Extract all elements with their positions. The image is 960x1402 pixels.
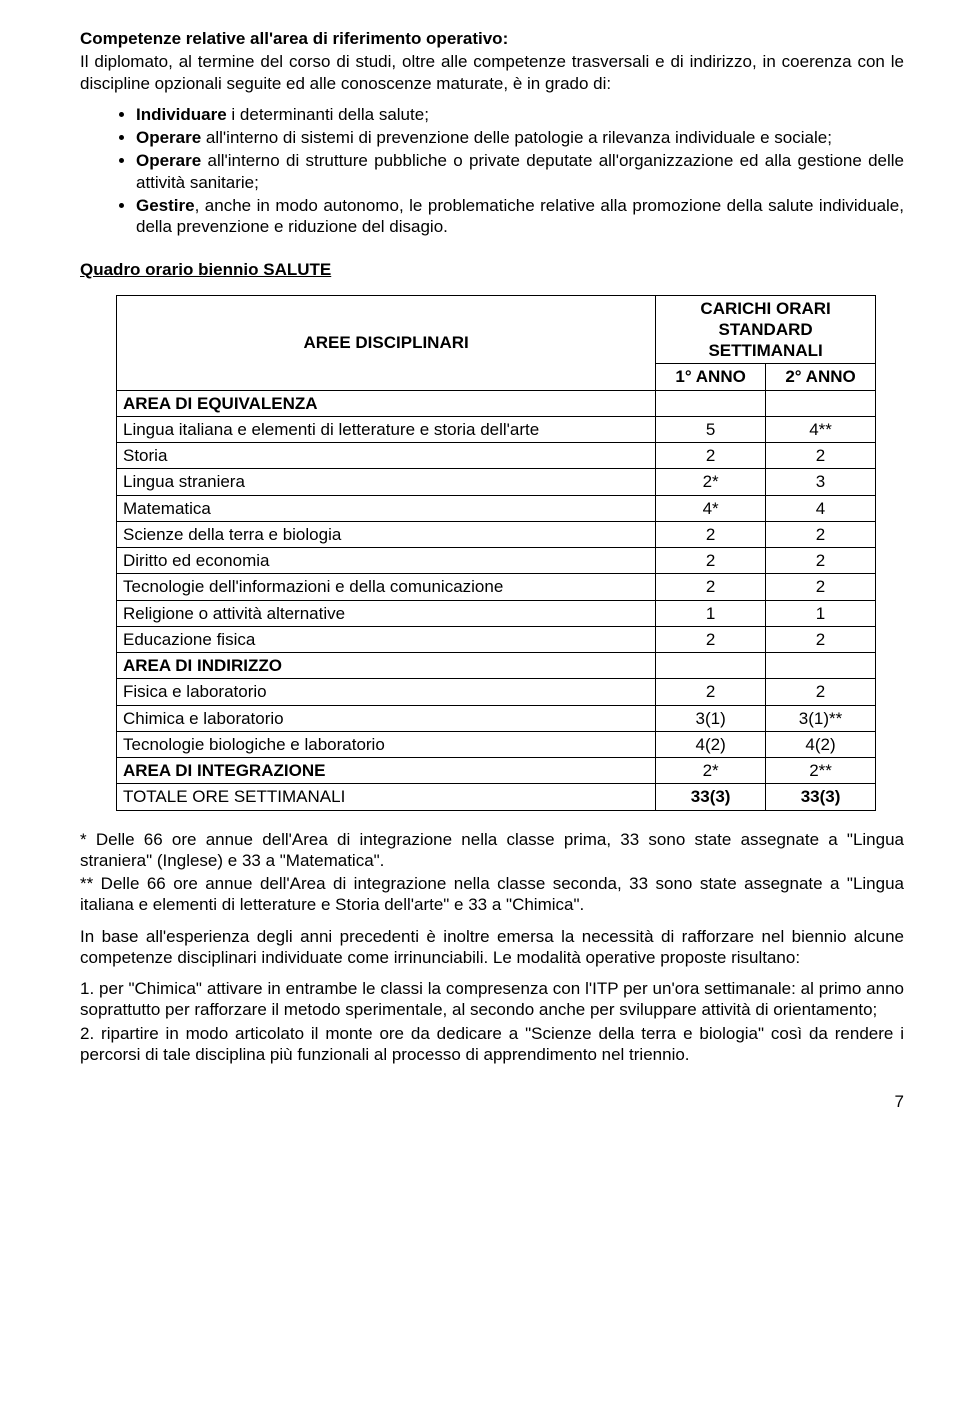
list-item: Operare all'interno di strutture pubblic… bbox=[136, 150, 904, 193]
year1-cell: 2* bbox=[656, 469, 766, 495]
year1-cell bbox=[656, 390, 766, 416]
year1-cell: 1 bbox=[656, 600, 766, 626]
subject-cell: Lingua straniera bbox=[117, 469, 656, 495]
bullet-rest: , anche in modo autonomo, le problematic… bbox=[136, 196, 904, 236]
bullet-rest: all'interno di strutture pubbliche o pri… bbox=[136, 151, 904, 191]
competenze-bullet-list: Individuare i determinanti della salute;… bbox=[80, 104, 904, 238]
year1-cell: 2 bbox=[656, 443, 766, 469]
table-row: Diritto ed economia22 bbox=[117, 548, 876, 574]
bullet-lead: Operare bbox=[136, 151, 201, 170]
year1-cell: 2* bbox=[656, 758, 766, 784]
subject-cell: TOTALE ORE SETTIMANALI bbox=[117, 784, 656, 810]
table-row: Tecnologie dell'informazioni e della com… bbox=[117, 574, 876, 600]
list-item: 1. per "Chimica" attivare in entrambe le… bbox=[80, 978, 904, 1021]
year2-cell: 2 bbox=[766, 443, 876, 469]
subject-cell: Religione o attività alternative bbox=[117, 600, 656, 626]
year2-cell bbox=[766, 390, 876, 416]
year1-cell: 4(2) bbox=[656, 731, 766, 757]
bullet-rest: all'interno di sistemi di prevenzione de… bbox=[201, 128, 832, 147]
subject-cell: Diritto ed economia bbox=[117, 548, 656, 574]
footnote-1: * Delle 66 ore annue dell'Area di integr… bbox=[80, 829, 904, 872]
bullet-lead: Individuare bbox=[136, 105, 227, 124]
intro-paragraph: Il diplomato, al termine del corso di st… bbox=[80, 51, 904, 94]
subject-cell: Scienze della terra e biologia bbox=[117, 521, 656, 547]
col-header-main: AREE DISCIPLINARI bbox=[117, 295, 656, 390]
list-item: Operare all'interno di sistemi di preven… bbox=[136, 127, 904, 148]
subheader-anno2: 2° ANNO bbox=[766, 364, 876, 390]
col-header-right: CARICHI ORARI STANDARD SETTIMANALI bbox=[656, 295, 876, 364]
subject-cell: Chimica e laboratorio bbox=[117, 705, 656, 731]
year1-cell bbox=[656, 653, 766, 679]
subject-cell: AREA DI INDIRIZZO bbox=[117, 653, 656, 679]
subject-cell: AREA DI EQUIVALENZA bbox=[117, 390, 656, 416]
section-title: Quadro orario biennio SALUTE bbox=[80, 259, 904, 280]
page-number: 7 bbox=[80, 1091, 904, 1112]
year2-cell bbox=[766, 653, 876, 679]
footnote-2: ** Delle 66 ore annue dell'Area di integ… bbox=[80, 873, 904, 916]
quadro-orario-table: AREE DISCIPLINARI CARICHI ORARI STANDARD… bbox=[116, 295, 876, 811]
table-row: AREA DI EQUIVALENZA bbox=[117, 390, 876, 416]
year2-cell: 2 bbox=[766, 574, 876, 600]
year1-cell: 2 bbox=[656, 626, 766, 652]
year2-cell: 4(2) bbox=[766, 731, 876, 757]
year2-cell: 4 bbox=[766, 495, 876, 521]
year2-cell: 1 bbox=[766, 600, 876, 626]
table-row: AREA DI INTEGRAZIONE2*2** bbox=[117, 758, 876, 784]
year2-cell: 33(3) bbox=[766, 784, 876, 810]
year2-cell: 3(1)** bbox=[766, 705, 876, 731]
subject-cell: Matematica bbox=[117, 495, 656, 521]
list-item: Gestire, anche in modo autonomo, le prob… bbox=[136, 195, 904, 238]
table-row: Educazione fisica22 bbox=[117, 626, 876, 652]
year1-cell: 4* bbox=[656, 495, 766, 521]
year1-cell: 33(3) bbox=[656, 784, 766, 810]
table-row: TOTALE ORE SETTIMANALI33(3)33(3) bbox=[117, 784, 876, 810]
subject-cell: Tecnologie dell'informazioni e della com… bbox=[117, 574, 656, 600]
table-row: Matematica4*4 bbox=[117, 495, 876, 521]
year1-cell: 2 bbox=[656, 548, 766, 574]
list-item: Individuare i determinanti della salute; bbox=[136, 104, 904, 125]
subject-cell: Fisica e laboratorio bbox=[117, 679, 656, 705]
table-row: Tecnologie biologiche e laboratorio4(2)4… bbox=[117, 731, 876, 757]
bullet-lead: Gestire bbox=[136, 196, 195, 215]
year1-cell: 2 bbox=[656, 521, 766, 547]
subheader-anno1: 1° ANNO bbox=[656, 364, 766, 390]
year1-cell: 2 bbox=[656, 679, 766, 705]
table-row: Chimica e laboratorio3(1)3(1)** bbox=[117, 705, 876, 731]
table-row: Fisica e laboratorio22 bbox=[117, 679, 876, 705]
table-row: Storia22 bbox=[117, 443, 876, 469]
subject-cell: Tecnologie biologiche e laboratorio bbox=[117, 731, 656, 757]
year2-cell: 2 bbox=[766, 521, 876, 547]
bullet-lead: Operare bbox=[136, 128, 201, 147]
table-header-row: AREE DISCIPLINARI CARICHI ORARI STANDARD… bbox=[117, 295, 876, 364]
year1-cell: 5 bbox=[656, 416, 766, 442]
subject-cell: Storia bbox=[117, 443, 656, 469]
subject-cell: Educazione fisica bbox=[117, 626, 656, 652]
year1-cell: 2 bbox=[656, 574, 766, 600]
numbered-list: 1. per "Chimica" attivare in entrambe le… bbox=[80, 978, 904, 1065]
table-row: Scienze della terra e biologia22 bbox=[117, 521, 876, 547]
year2-cell: 2** bbox=[766, 758, 876, 784]
list-item: 2. ripartire in modo articolato il monte… bbox=[80, 1023, 904, 1066]
bullet-rest: i determinanti della salute; bbox=[227, 105, 429, 124]
table-row: Lingua italiana e elementi di letteratur… bbox=[117, 416, 876, 442]
paragraph-2: In base all'esperienza degli anni preced… bbox=[80, 926, 904, 969]
year2-cell: 2 bbox=[766, 548, 876, 574]
subject-cell: Lingua italiana e elementi di letteratur… bbox=[117, 416, 656, 442]
year2-cell: 2 bbox=[766, 679, 876, 705]
subject-cell: AREA DI INTEGRAZIONE bbox=[117, 758, 656, 784]
table-row: Religione o attività alternative11 bbox=[117, 600, 876, 626]
year2-cell: 4** bbox=[766, 416, 876, 442]
competenze-heading: Competenze relative all'area di riferime… bbox=[80, 28, 904, 49]
year2-cell: 3 bbox=[766, 469, 876, 495]
year1-cell: 3(1) bbox=[656, 705, 766, 731]
table-row: Lingua straniera2*3 bbox=[117, 469, 876, 495]
year2-cell: 2 bbox=[766, 626, 876, 652]
table-row: AREA DI INDIRIZZO bbox=[117, 653, 876, 679]
